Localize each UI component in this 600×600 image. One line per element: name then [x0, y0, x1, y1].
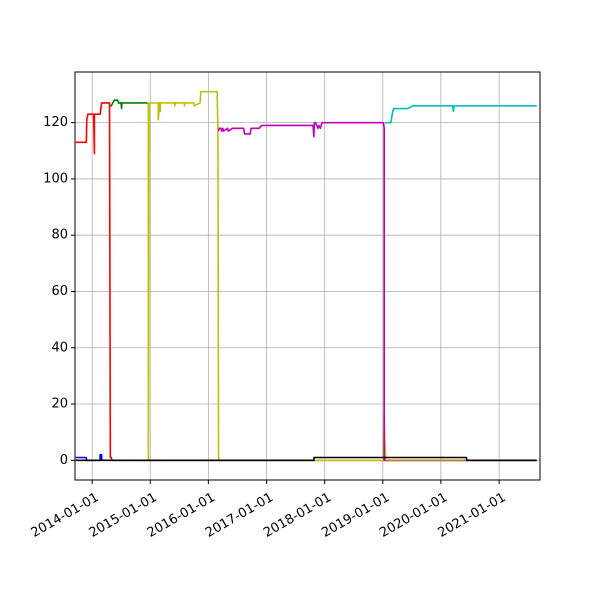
- y-tick-label: 40: [51, 340, 68, 355]
- y-tick-label: 60: [51, 284, 68, 299]
- series-line-3: [110, 99, 148, 110]
- y-tick-label: 120: [43, 115, 68, 130]
- y-tick-label: 80: [51, 228, 68, 243]
- series-layer: [75, 90, 537, 462]
- series-line-2: [75, 102, 537, 462]
- series-line-8: [75, 456, 537, 462]
- y-tick-label: 100: [43, 171, 68, 186]
- series-line-6: [385, 104, 537, 124]
- y-axis: 0 20 40 60 80 100 120: [43, 115, 75, 468]
- y-tick-label: 20: [51, 397, 68, 412]
- series-line-4: [147, 90, 537, 462]
- plot-frame: [74, 71, 541, 481]
- series-line-5: [217, 121, 537, 462]
- y-tick-label: 0: [60, 453, 68, 468]
